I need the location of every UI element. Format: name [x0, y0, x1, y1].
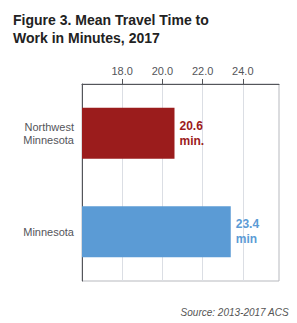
svg-text:23.4: 23.4 [236, 217, 260, 231]
svg-text:min.: min. [179, 134, 204, 148]
svg-text:24.0: 24.0 [232, 65, 253, 77]
svg-text:min: min [236, 232, 257, 246]
svg-text:20.6: 20.6 [179, 119, 203, 133]
svg-text:Figure 3. Mean Travel Time to: Figure 3. Mean Travel Time to [13, 12, 209, 28]
svg-text:Northwest: Northwest [24, 121, 74, 133]
svg-text:Minnesota: Minnesota [23, 134, 75, 146]
svg-text:22.0: 22.0 [192, 65, 213, 77]
svg-text:18.0: 18.0 [111, 65, 132, 77]
svg-text:20.0: 20.0 [152, 65, 173, 77]
svg-text:Source: 2013-2017 ACS: Source: 2013-2017 ACS [181, 307, 289, 318]
svg-text:Minnesota: Minnesota [23, 226, 75, 238]
svg-text:Work in Minutes, 2017: Work in Minutes, 2017 [13, 30, 160, 46]
